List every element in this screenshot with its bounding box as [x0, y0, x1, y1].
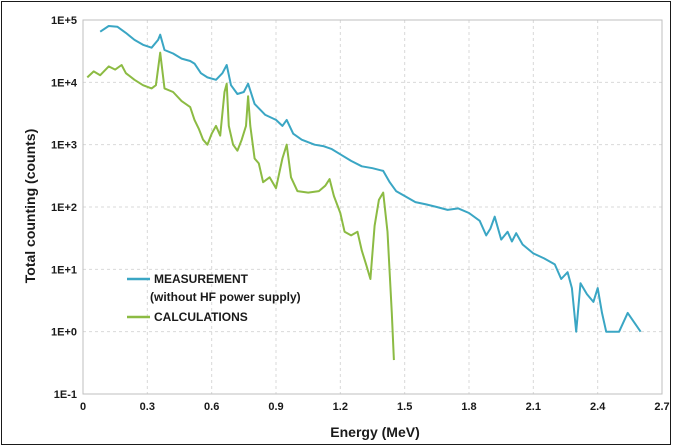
tick-labels: 0 0.3 0.6 0.9 1.2 1.5 1.8 2.1 2.4 2.7 1E-1 1E+0 1E+1…	[51, 15, 670, 413]
x-tick-label: 0.9	[268, 401, 283, 413]
x-tick-label: 2.4	[590, 401, 606, 413]
legend: MEASUREMENT (without HF power supply) CA…	[127, 272, 301, 324]
series-line-calculations	[86, 51, 395, 361]
x-tick-label: 1.5	[397, 401, 412, 413]
y-tick-label: 1E+3	[51, 140, 77, 152]
y-tick-label: 1E+1	[51, 264, 77, 276]
x-tick-label: 2.7	[654, 401, 669, 413]
y-tick-label: 1E+0	[51, 327, 77, 339]
legend-label-measurement-note: (without HF power supply)	[150, 290, 301, 304]
x-tick-label: 0.6	[204, 401, 219, 413]
y-tick-label: 1E+4	[51, 77, 78, 89]
plot-area-border	[82, 19, 663, 395]
series-line-measurement	[99, 25, 642, 333]
y-axis-title: Total counting (counts)	[22, 129, 38, 284]
series-layer	[86, 25, 642, 361]
x-tick-label: 1.8	[461, 401, 476, 413]
grid-layer	[82, 19, 663, 395]
y-tick-label: 1E+2	[51, 202, 77, 214]
x-axis-title: Energy (MeV)	[330, 424, 419, 440]
legend-label-measurement: MEASUREMENT	[154, 272, 249, 286]
x-tick-label: 1.2	[333, 401, 348, 413]
x-tick-label: 2.1	[526, 401, 541, 413]
x-tick-label: 0.3	[140, 401, 155, 413]
y-tick-label: 1E-1	[54, 389, 77, 401]
x-tick-label: 0	[80, 401, 86, 413]
y-tick-label: 1E+5	[51, 15, 77, 27]
legend-label-calculations: CALCULATIONS	[154, 310, 248, 324]
